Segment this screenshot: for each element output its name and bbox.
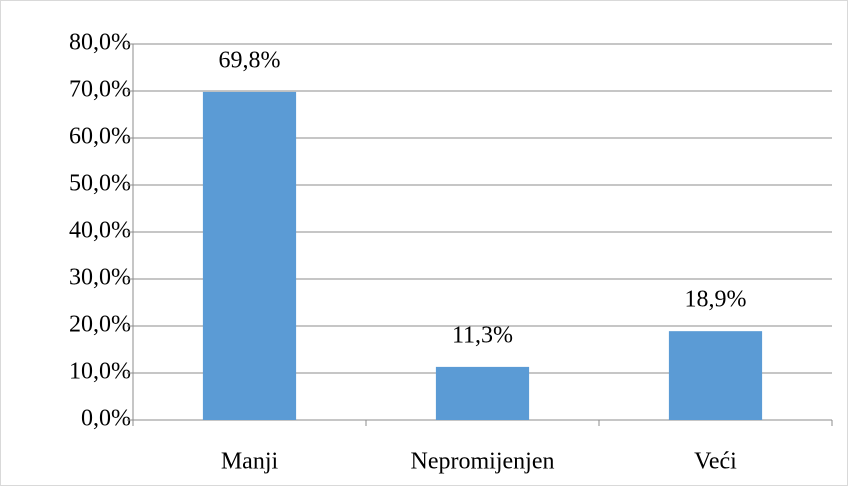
data-label: 11,3% <box>452 322 513 348</box>
bar <box>202 91 297 420</box>
y-tick-label: 30,0% <box>69 265 131 291</box>
bar <box>435 366 530 420</box>
y-tick-label: 0,0% <box>81 406 131 432</box>
y-tick-label: 70,0% <box>69 77 131 103</box>
y-tick-label: 40,0% <box>69 218 131 244</box>
x-tick-label: Nepromijenjen <box>411 449 555 475</box>
x-tick-label: Manji <box>221 449 279 475</box>
bar <box>668 331 763 420</box>
y-tick-label: 60,0% <box>69 124 131 150</box>
x-tick-label: Veći <box>694 449 737 475</box>
y-tick-label: 50,0% <box>69 171 131 197</box>
data-label: 69,8% <box>219 47 281 73</box>
data-label: 18,9% <box>685 287 747 313</box>
y-tick-label: 80,0% <box>69 30 131 56</box>
y-tick-label: 20,0% <box>69 312 131 338</box>
y-tick-label: 10,0% <box>69 359 131 385</box>
